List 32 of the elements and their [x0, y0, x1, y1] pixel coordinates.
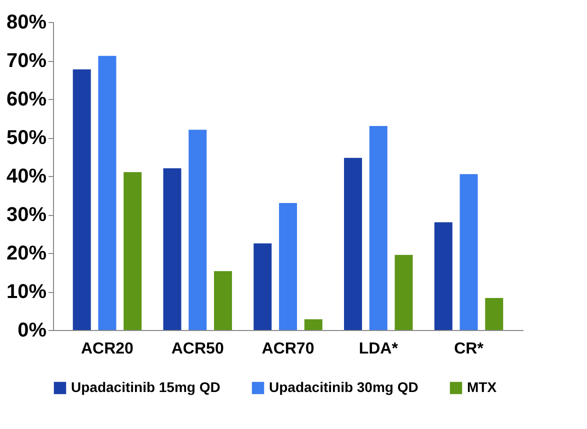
- y-tick-label: 60%: [6, 88, 47, 110]
- bar: [304, 319, 322, 330]
- y-tick-label: 30%: [6, 204, 47, 226]
- bar: [460, 174, 478, 330]
- y-tick-label: 50%: [6, 127, 47, 149]
- bar: [254, 243, 272, 330]
- x-tick-label: ACR50: [171, 340, 224, 358]
- bar: [434, 222, 452, 330]
- y-tick-label: 10%: [6, 281, 47, 303]
- x-tick-label: ACR20: [80, 340, 134, 358]
- bar: [394, 254, 413, 330]
- bar: [369, 126, 388, 330]
- legend-label: Upadacitinib 30mg QD: [269, 379, 418, 395]
- y-tick-label: 70%: [6, 50, 47, 72]
- x-tick-label: CR*: [454, 340, 484, 358]
- bar: [72, 69, 91, 330]
- bar: [344, 158, 362, 330]
- x-tick-label: LDA*: [358, 340, 399, 358]
- y-tick-label: 80%: [6, 12, 47, 34]
- bar: [214, 271, 232, 330]
- bar: [279, 202, 297, 330]
- y-tick-label: 40%: [6, 166, 47, 188]
- bar: [124, 172, 142, 330]
- bar: [163, 168, 182, 330]
- bar: [98, 56, 116, 330]
- bar: [485, 298, 504, 330]
- bar: [188, 130, 207, 330]
- legend-label: MTX: [467, 379, 498, 395]
- x-tick-label: ACR70: [262, 340, 314, 358]
- y-tick-label: 20%: [6, 242, 47, 264]
- legend-label: Upadacitinib 15mg QD: [71, 379, 220, 395]
- y-tick-label: 0%: [18, 320, 47, 342]
